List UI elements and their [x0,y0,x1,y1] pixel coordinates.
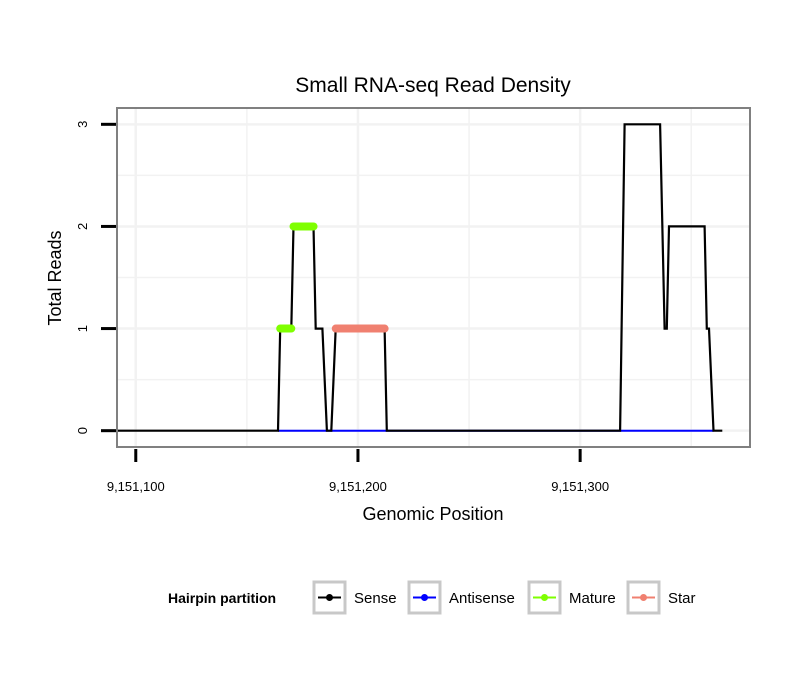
y-tick-label: 2 [75,223,90,230]
legend-item-antisense: Antisense [407,580,515,615]
legend-key-point [326,594,333,601]
y-tick-label: 1 [75,325,90,332]
x-tick-label: 9,151,100 [107,479,165,494]
legend-key-point [421,594,428,601]
y-tick-label: 3 [75,121,90,128]
y-tick-label: 0 [75,427,90,434]
x-tick-label: 9,151,300 [551,479,609,494]
panel-border [116,107,751,448]
legend-label: Mature [569,590,616,607]
legend-item-star: Star [626,580,696,615]
x-axis-label: Genomic Position [362,504,503,524]
legend-item-mature: Mature [527,580,616,615]
legend-label: Star [668,590,696,607]
y-axis-label: Total Reads [45,230,65,325]
legend-label: Antisense [449,590,515,607]
legend-title: Hairpin partition [168,590,276,606]
legend-label: Sense [354,590,397,607]
x-tick-label: 9,151,200 [329,479,387,494]
legend-key-point [541,594,548,601]
grid-layer [118,109,749,446]
legend: Hairpin partition Sense Antisense Mature St… [168,580,696,615]
chart-title: Small RNA-seq Read Density [295,74,571,97]
axis-layer: 9,151,100 9,151,200 9,151,300 0 1 2 3 [75,121,609,494]
legend-item-sense: Sense [312,580,397,615]
series-layer [102,123,723,432]
legend-items: Sense Antisense Mature Star [312,580,696,615]
legend-key-point [640,594,647,601]
